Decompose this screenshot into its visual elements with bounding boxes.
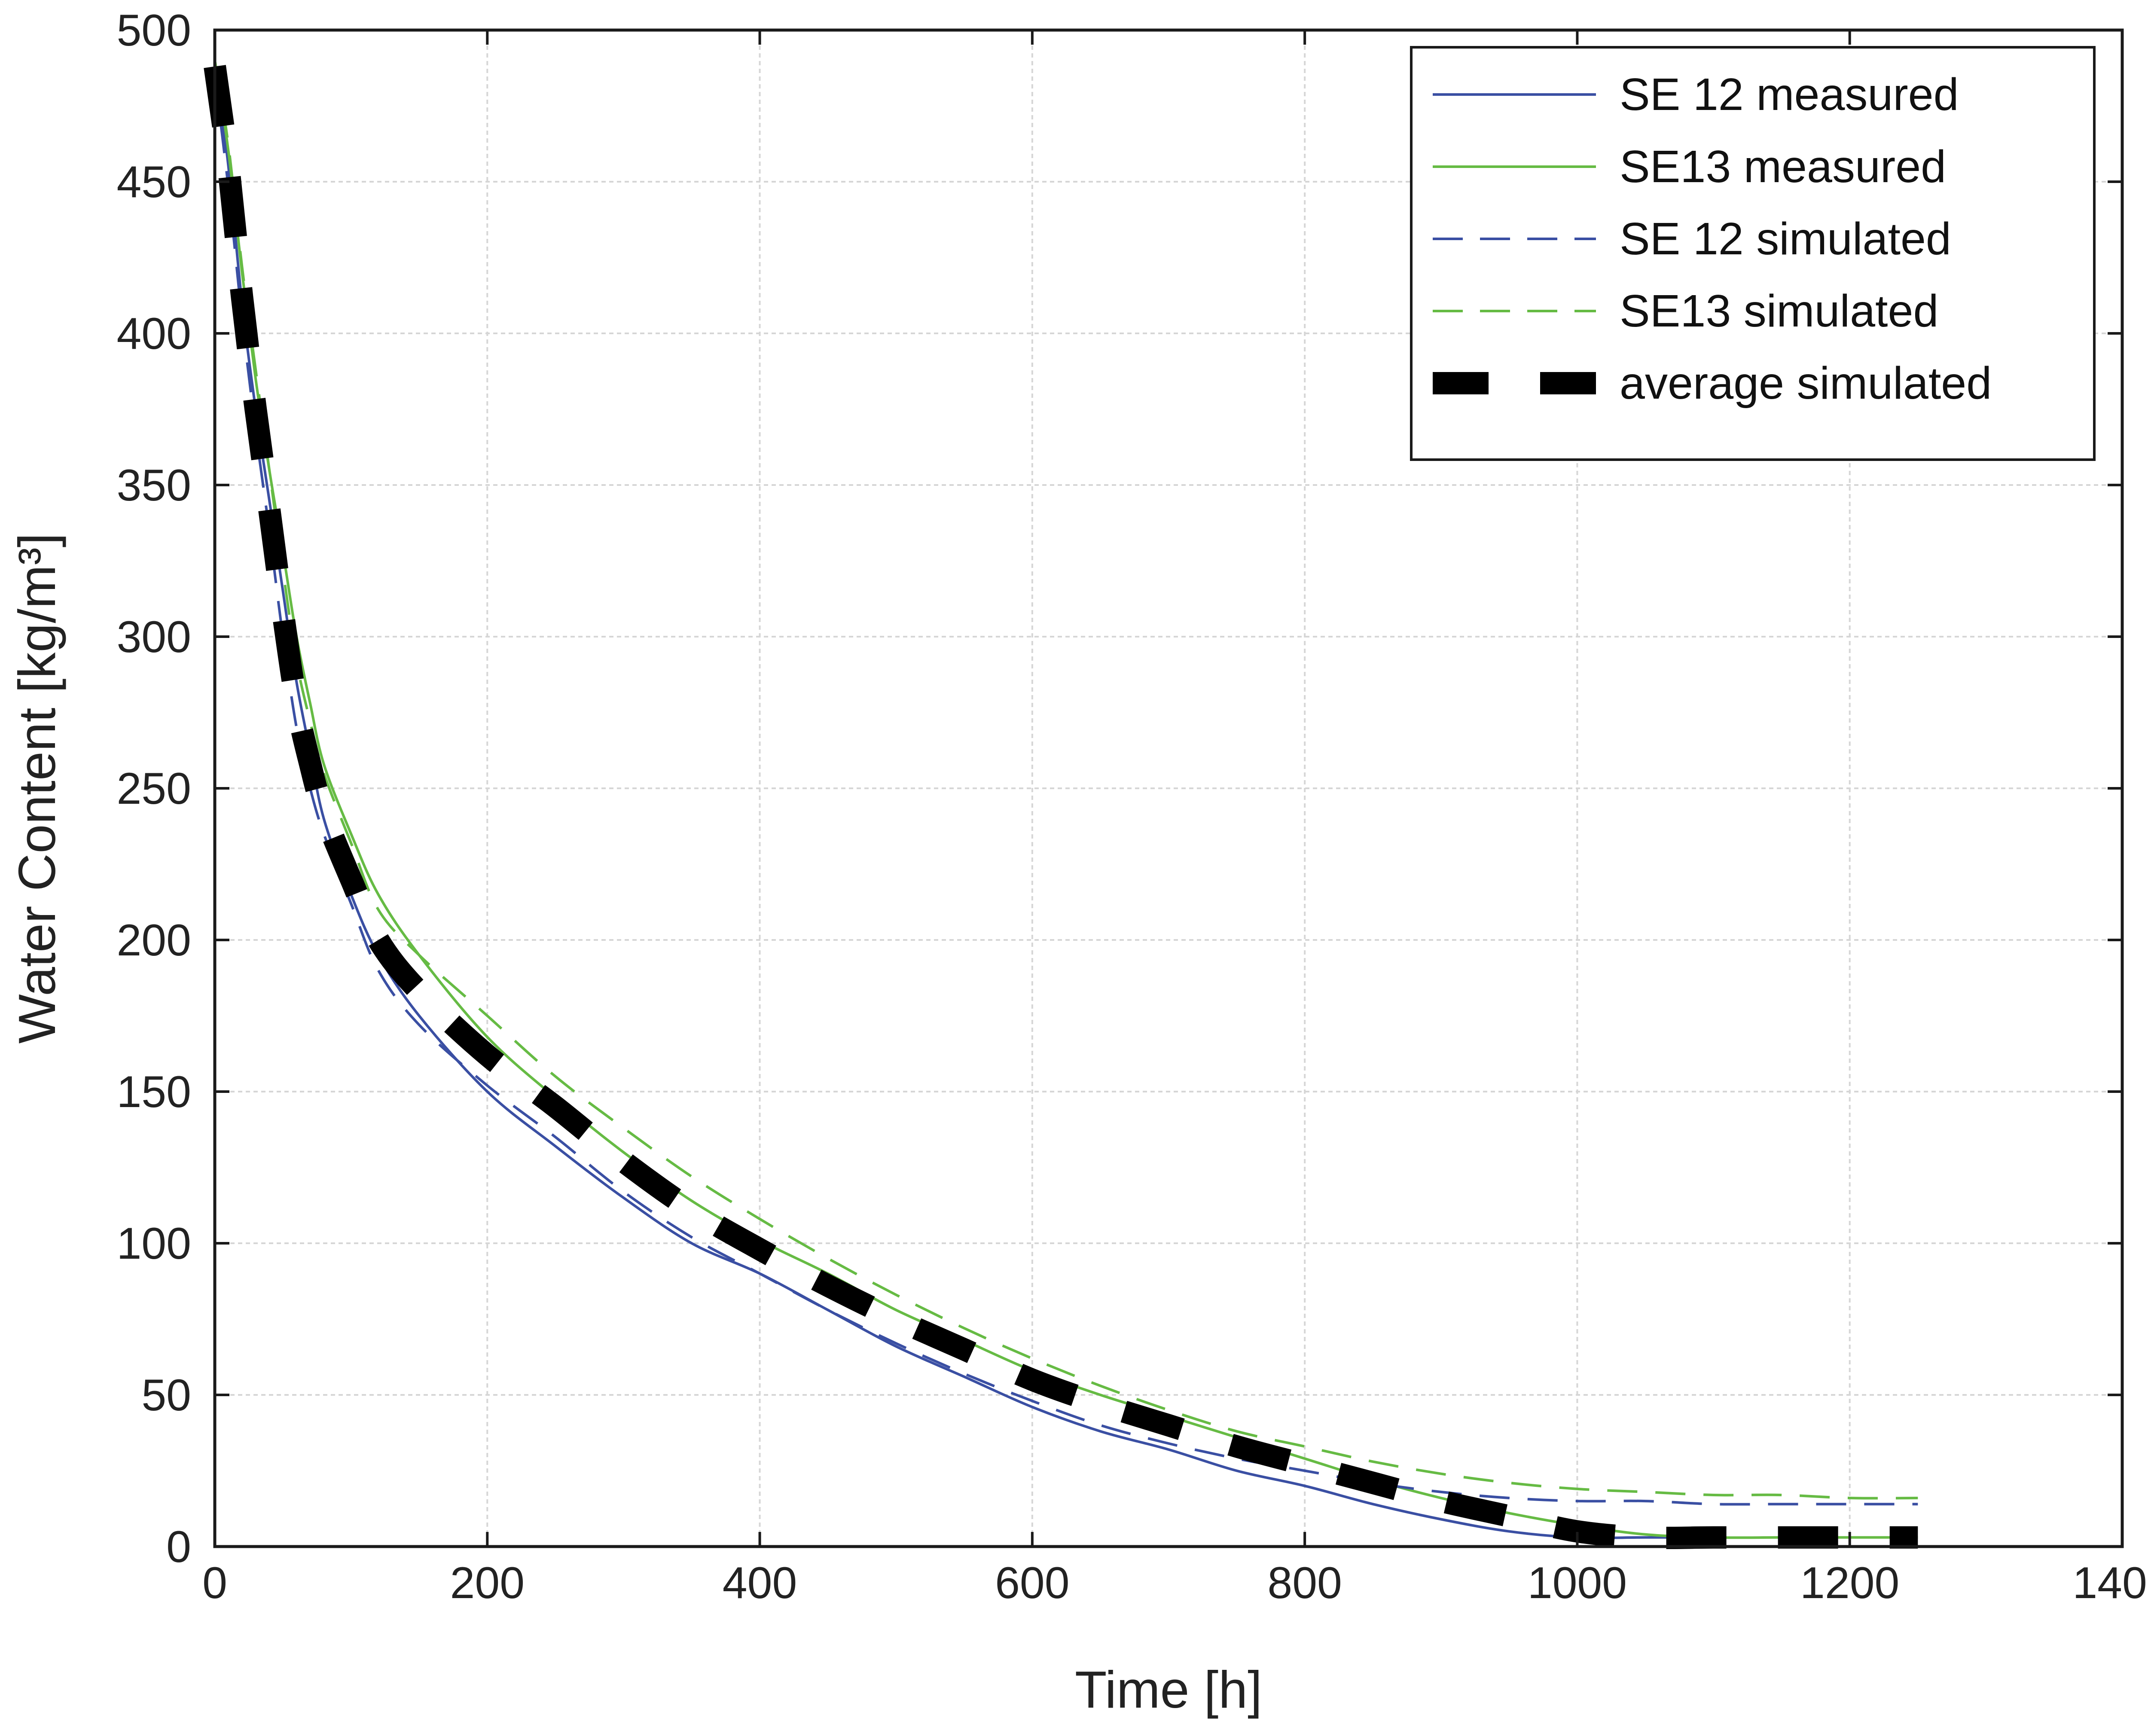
y-tick-label-10: 500 [116, 6, 191, 55]
x-tick-label-4: 800 [1267, 1558, 1342, 1608]
x-tick-label-3: 600 [995, 1558, 1070, 1608]
y-tick-label-5: 250 [116, 764, 191, 814]
y-tick-label-4: 200 [116, 915, 191, 965]
y-tick-label-7: 350 [116, 461, 191, 510]
legend-label-0: SE 12 measured [1620, 69, 1959, 120]
axis-ticks [214, 29, 2124, 1548]
legend-label-2: SE 12 simulated [1620, 214, 1951, 264]
y-tick-label-6: 300 [116, 612, 191, 662]
grid [215, 30, 2122, 1547]
legend-box [1410, 46, 2096, 461]
y-tick-label-1: 50 [141, 1370, 191, 1420]
x-tick-label-1: 200 [450, 1558, 525, 1608]
legend-label-3: SE13 simulated [1620, 286, 1938, 336]
legend-label-1: SE13 measured [1620, 141, 1946, 192]
x-tick-label-0: 0 [202, 1558, 227, 1608]
y-axis-label: Water Content [kg/m³] [8, 533, 66, 1044]
y-tick-label-2: 100 [116, 1219, 191, 1269]
series-line-4 [204, 65, 1918, 1549]
x-tick-label-2: 400 [723, 1558, 797, 1608]
y-tick-label-8: 400 [116, 309, 191, 359]
series-layer [204, 60, 1918, 1549]
x-tick-label-5: 1000 [1528, 1558, 1627, 1608]
y-tick-label-3: 150 [116, 1067, 191, 1117]
y-tick-label-9: 450 [116, 157, 191, 207]
x-axis-label: Time [h] [1075, 1660, 1262, 1719]
x-tick-label-6: 1200 [1800, 1558, 1899, 1608]
y-tick-label-0: 0 [166, 1522, 191, 1572]
legend: SE 12 measured SE13 measured SE 12 simulat… [1410, 46, 2096, 461]
series-line-2 [214, 75, 1918, 1506]
legend-label-4: average simulated [1620, 358, 1992, 409]
